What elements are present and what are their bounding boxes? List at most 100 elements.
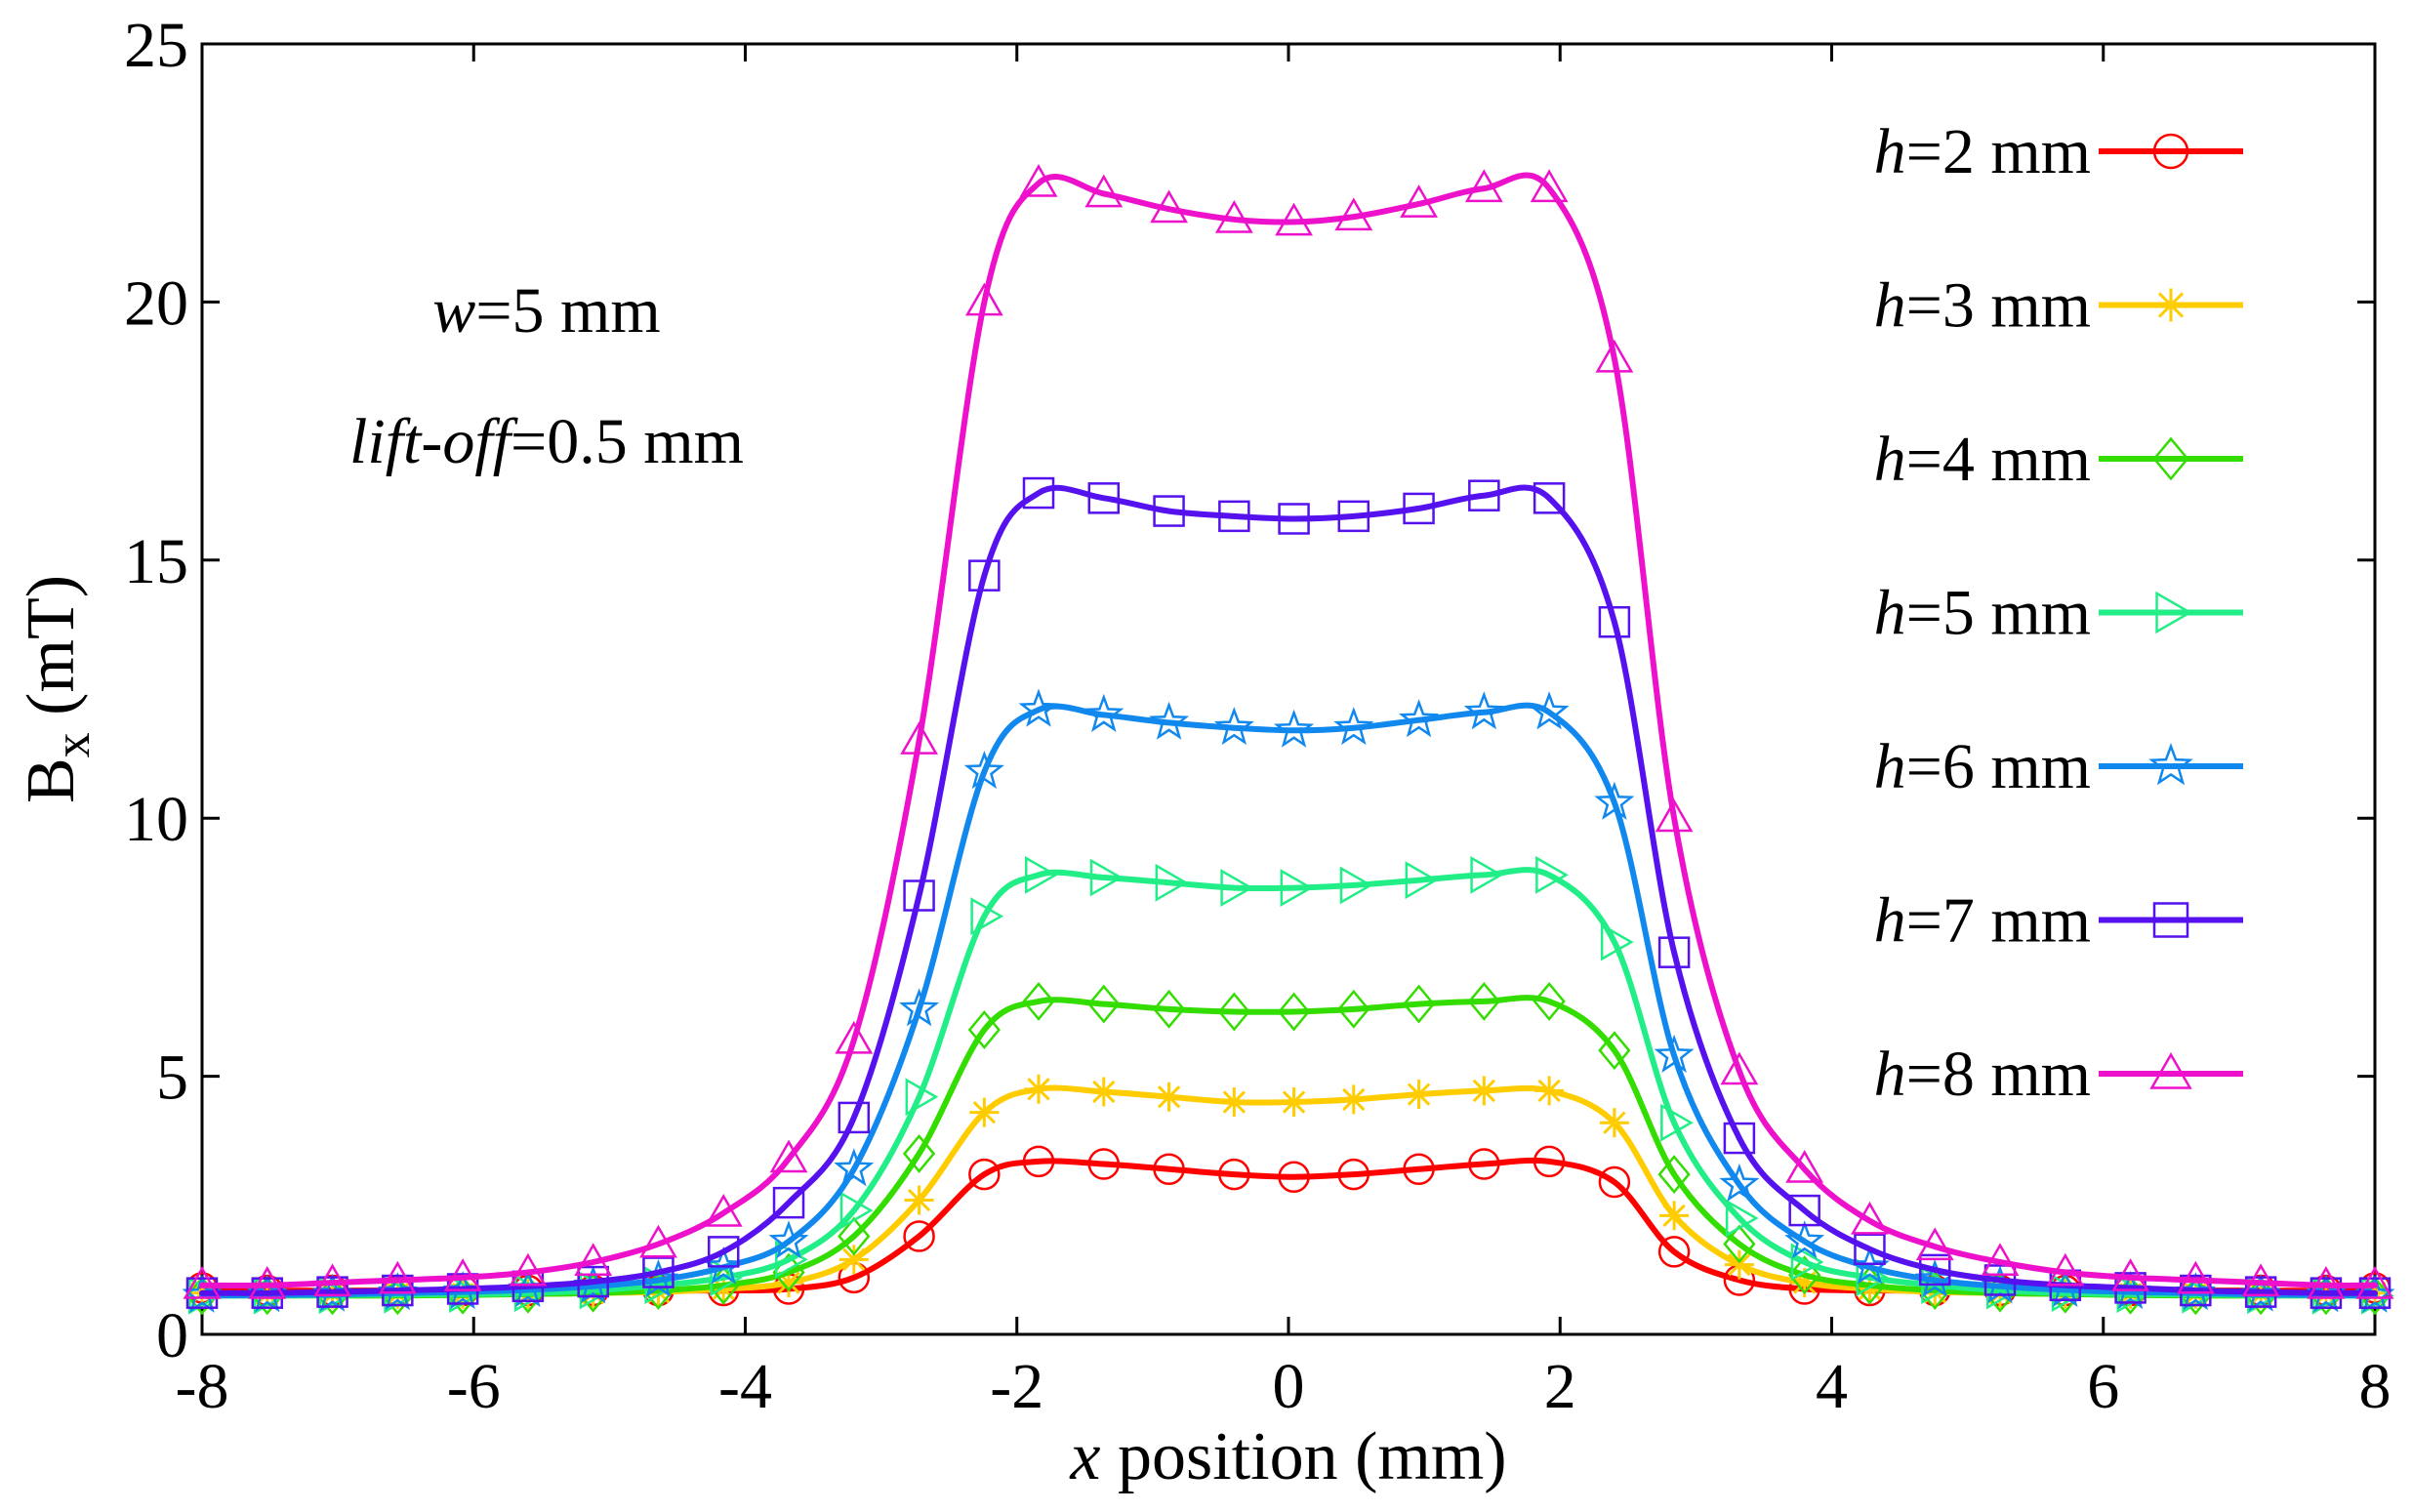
data-point: [1337, 1158, 1370, 1191]
legend-item: h=8 mm: [1874, 1039, 2243, 1110]
legend-label: h=7 mm: [1874, 885, 2091, 957]
data-point: [1785, 1150, 1824, 1183]
data-point: [905, 1078, 939, 1117]
asterisk-stroke: [972, 1100, 997, 1124]
data-point: [1659, 1201, 1690, 1231]
asterisk-stroke: [2157, 292, 2185, 318]
asterisk-stroke: [1282, 1090, 1306, 1114]
data-point: [1280, 869, 1314, 907]
data-point: [1470, 855, 1504, 894]
y-tick-label: 20: [124, 267, 188, 339]
data-point: [574, 1243, 613, 1276]
series-line: [199, 484, 2378, 1296]
asterisk-stroke: [1603, 1111, 1626, 1134]
data-point: [2176, 1260, 2215, 1294]
data-point: [1150, 189, 1188, 224]
tick-labels: -8 -6 -4 -2 0 2 4 6 8 0 5 10 15 20 25: [124, 10, 2392, 1422]
data-point: [1403, 1153, 1435, 1186]
data-point: [1087, 984, 1121, 1024]
y-tick-label: 10: [124, 784, 188, 855]
data-point: [1022, 981, 1055, 1021]
data-point: [378, 1260, 417, 1294]
legend-item: h=3 mm: [1874, 270, 2243, 342]
x-tick-label: 2: [1544, 1351, 1576, 1422]
legend-label: h=4 mm: [1874, 424, 2091, 495]
data-point: [1403, 492, 1435, 525]
series-group: [182, 164, 2395, 1316]
data-point: [968, 559, 1001, 592]
data-point: [1468, 1148, 1500, 1180]
asterisk-stroke: [907, 1188, 931, 1212]
data-point: [1530, 169, 1569, 203]
data-point: [577, 1265, 609, 1298]
asterisk-stroke: [1537, 1079, 1561, 1103]
data-point: [1598, 1165, 1631, 1199]
data-point: [1469, 1076, 1499, 1106]
data-point: [1598, 606, 1631, 638]
data-point: [903, 1220, 935, 1252]
asterisk-stroke: [1157, 1085, 1181, 1109]
x-tick-label: 8: [2359, 1351, 2392, 1422]
data-point: [1660, 1103, 1694, 1142]
x-tick-label: -8: [176, 1351, 229, 1422]
data-point: [1019, 164, 1058, 197]
data-point: [2355, 1266, 2394, 1299]
data-point: [1337, 989, 1370, 1029]
data-point: [2154, 288, 2187, 322]
annotation-width: w=5 mm: [432, 275, 660, 347]
data-point: [1720, 1051, 1759, 1085]
data-point: [1152, 989, 1186, 1029]
data-point: [1333, 707, 1374, 746]
data-point: [1595, 339, 1634, 373]
data-point: [2046, 1252, 2085, 1287]
data-point: [2111, 1258, 2149, 1291]
asterisk-stroke: [777, 1271, 800, 1294]
asterisk-stroke: [1027, 1078, 1050, 1101]
data-point: [1153, 1153, 1185, 1186]
asterisk-stroke: [1472, 1079, 1496, 1103]
data-point: [1534, 1076, 1565, 1106]
data-point: [1084, 174, 1124, 208]
asterisk-stroke: [1222, 1090, 1247, 1114]
data-point: [1398, 699, 1440, 738]
data-point: [1535, 855, 1569, 894]
data-point: [1468, 479, 1500, 511]
data-point: [639, 1224, 677, 1258]
data-point: [1275, 202, 1313, 236]
data-point: [183, 1266, 222, 1299]
legend-item: h=6 mm: [1874, 731, 2243, 802]
data-point: [2307, 1266, 2346, 1299]
data-point: [968, 1158, 1001, 1191]
data-point: [443, 1258, 482, 1291]
data-point: [1218, 500, 1250, 533]
data-point: [1594, 781, 1635, 820]
x-tick-label: -2: [990, 1351, 1043, 1422]
data-point: [1024, 1074, 1054, 1104]
series-line: [199, 867, 2378, 1299]
data-point: [1784, 1220, 1825, 1259]
data-point: [1279, 1087, 1309, 1118]
y-axis-label: Bx (mT): [14, 575, 101, 803]
data-point: [838, 1101, 871, 1134]
data-point: [900, 721, 938, 755]
data-point: [1022, 1145, 1055, 1178]
data-point: [1219, 1087, 1249, 1118]
data-point: [1918, 1253, 1951, 1287]
legend: h=2 mm h=3 mm h=4 mm h=5 mm h=6 mm h=7 mm h=8 …: [1874, 116, 2243, 1110]
legend-label: h=2 mm: [1874, 116, 2091, 187]
data-point: [1089, 858, 1124, 897]
data-point: [2149, 1051, 2192, 1089]
series-line: [199, 702, 2378, 1299]
data-point: [1217, 992, 1250, 1032]
data-point: [1338, 1084, 1369, 1115]
data-point: [1405, 861, 1439, 900]
data-point: [1723, 1224, 1756, 1264]
data-point: [1533, 1145, 1566, 1178]
data-point: [1339, 866, 1373, 905]
data-point: [704, 1193, 743, 1227]
data-point: [1273, 709, 1315, 748]
data-point: [839, 1191, 874, 1230]
data-point: [2152, 436, 2189, 481]
y-tick-label: 25: [124, 10, 188, 81]
